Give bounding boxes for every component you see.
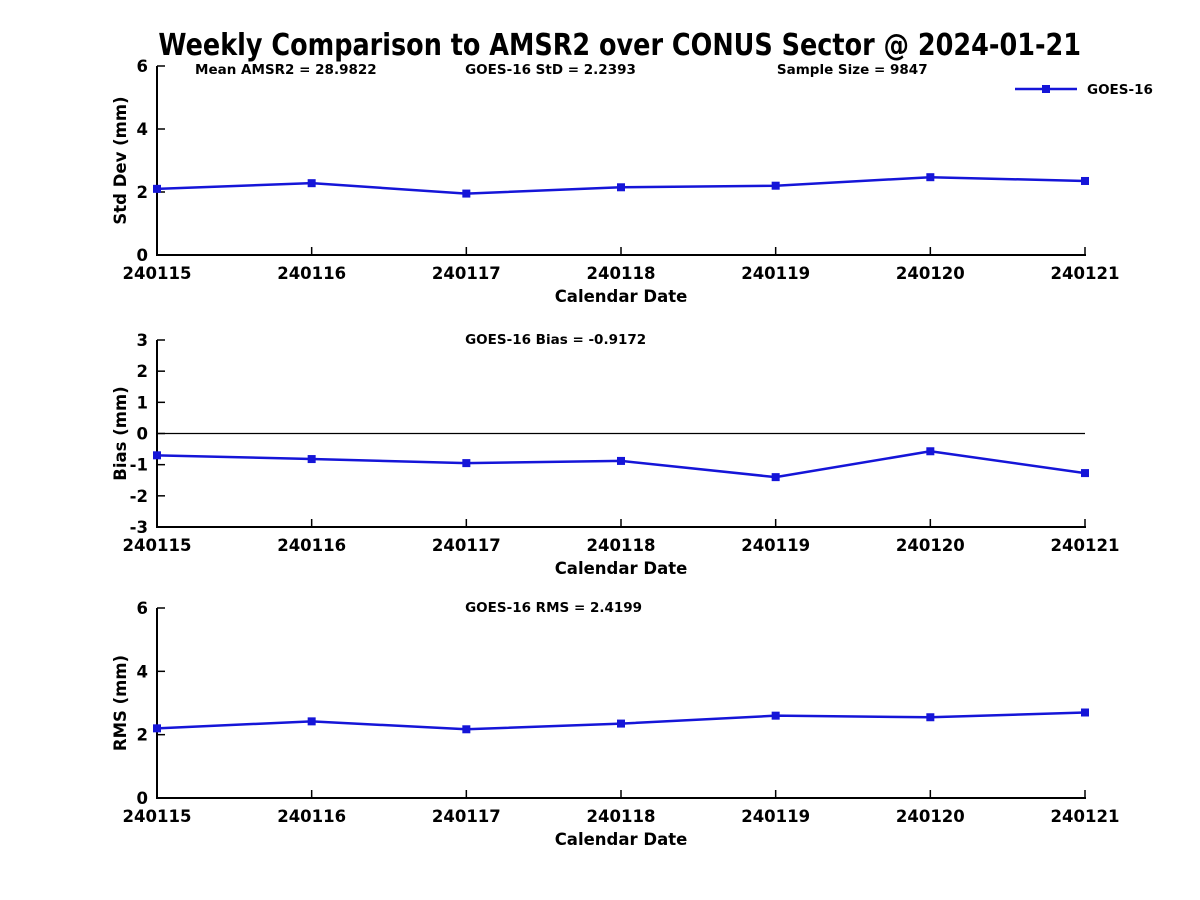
std-dev-x-tick-label: 240116 bbox=[277, 264, 346, 283]
rms-data-marker bbox=[153, 724, 161, 733]
bias-y-tick-label: -3 bbox=[130, 518, 148, 537]
bias-data-marker bbox=[153, 451, 161, 460]
bias-y-tick-label: -2 bbox=[130, 487, 148, 506]
rms-y-tick-label: 4 bbox=[137, 662, 148, 681]
std-dev-y-tick-label: 6 bbox=[137, 57, 148, 76]
bias-data-marker bbox=[1081, 469, 1089, 478]
legend-marker-sample bbox=[1042, 85, 1050, 93]
bias-y-tick-label: 0 bbox=[137, 425, 148, 444]
std-dev-data-marker bbox=[153, 184, 161, 193]
bias-data-marker bbox=[307, 455, 316, 464]
bias-annotation-0: GOES-16 Bias = -0.9172 bbox=[465, 332, 646, 348]
rms-x-tick-label: 240118 bbox=[587, 807, 656, 826]
bias-y-tick-label: -1 bbox=[130, 456, 148, 475]
rms-y-tick-label: 2 bbox=[137, 726, 148, 745]
bias-x-tick-label: 240120 bbox=[896, 536, 965, 555]
rms-x-tick-label: 240120 bbox=[896, 807, 965, 826]
rms-x-tick-label: 240116 bbox=[277, 807, 346, 826]
std-dev-data-marker bbox=[926, 173, 935, 182]
bias-x-tick-label: 240115 bbox=[123, 536, 192, 555]
rms-subplot: 0 2 4 6 240115 240116 240117 240118 240119 240120… bbox=[111, 599, 1119, 849]
bias-data-marker bbox=[771, 473, 780, 482]
std-dev-x-tick-label: 240117 bbox=[432, 264, 501, 283]
bias-x-tick-label: 240116 bbox=[277, 536, 346, 555]
rms-data-marker bbox=[307, 717, 316, 726]
bias-y-tick-label: 2 bbox=[137, 362, 148, 381]
rms-x-tick-label: 240117 bbox=[432, 807, 501, 826]
bias-y-tick-label: 3 bbox=[137, 331, 148, 350]
rms-data-marker bbox=[617, 719, 625, 728]
bias-data-marker bbox=[462, 459, 471, 468]
rms-annotation-0: GOES-16 RMS = 2.4199 bbox=[465, 600, 642, 616]
bias-data-marker bbox=[617, 456, 625, 465]
bias-x-tick-label: 240117 bbox=[432, 536, 501, 555]
bias-x-axis-label: Calendar Date bbox=[555, 559, 688, 578]
rms-x-tick-label: 240119 bbox=[741, 807, 810, 826]
std-dev-x-tick-label: 240121 bbox=[1051, 264, 1120, 283]
rms-y-tick-label: 0 bbox=[137, 789, 148, 808]
std-dev-annotation-0: Mean AMSR2 = 28.9822 bbox=[195, 62, 377, 78]
rms-y-axis-label: RMS (mm) bbox=[111, 655, 130, 751]
std-dev-y-tick-label: 0 bbox=[137, 246, 148, 265]
std-dev-y-tick-label: 2 bbox=[137, 183, 148, 202]
rms-x-tick-label: 240115 bbox=[123, 807, 192, 826]
bias-y-axis-label: Bias (mm) bbox=[111, 386, 130, 480]
rms-data-marker bbox=[926, 713, 935, 722]
std-dev-annotation-1: GOES-16 StD = 2.2393 bbox=[465, 62, 636, 78]
std-dev-y-axis-label: Std Dev (mm) bbox=[111, 96, 130, 224]
rms-data-marker bbox=[771, 711, 780, 720]
std-dev-data-marker bbox=[771, 181, 780, 190]
std-dev-annotation-2: Sample Size = 9847 bbox=[777, 62, 928, 78]
std-dev-data-marker bbox=[462, 189, 471, 198]
rms-y-tick-label: 6 bbox=[137, 599, 148, 618]
rms-x-tick-label: 240121 bbox=[1051, 807, 1120, 826]
rms-data-marker bbox=[1081, 708, 1089, 717]
std-dev-subplot: 0 2 4 6 240115 240116 240117 240118 240119 240120… bbox=[111, 57, 1153, 306]
std-dev-x-tick-label: 240119 bbox=[741, 264, 810, 283]
std-dev-y-tick-label: 4 bbox=[137, 120, 148, 139]
bias-y-tick-label: 1 bbox=[137, 393, 148, 412]
std-dev-x-tick-label: 240118 bbox=[587, 264, 656, 283]
rms-data-marker bbox=[462, 725, 471, 734]
rms-x-axis-label: Calendar Date bbox=[555, 830, 688, 849]
bias-data-marker bbox=[926, 447, 935, 456]
std-dev-x-tick-label: 240120 bbox=[896, 264, 965, 283]
bias-subplot: -3 -2 -1 0 1 2 3 240115 240116 240117 240118 240119… bbox=[111, 331, 1119, 578]
std-dev-x-axis-label: Calendar Date bbox=[555, 287, 688, 306]
bias-x-tick-label: 240118 bbox=[587, 536, 656, 555]
std-dev-data-marker bbox=[307, 179, 316, 188]
bias-x-tick-label: 240119 bbox=[741, 536, 810, 555]
std-dev-data-marker bbox=[617, 183, 625, 192]
std-dev-data-marker bbox=[1081, 176, 1089, 185]
std-dev-x-tick-label: 240115 bbox=[123, 264, 192, 283]
bias-x-tick-label: 240121 bbox=[1051, 536, 1120, 555]
legend-label: GOES-16 bbox=[1087, 82, 1153, 98]
